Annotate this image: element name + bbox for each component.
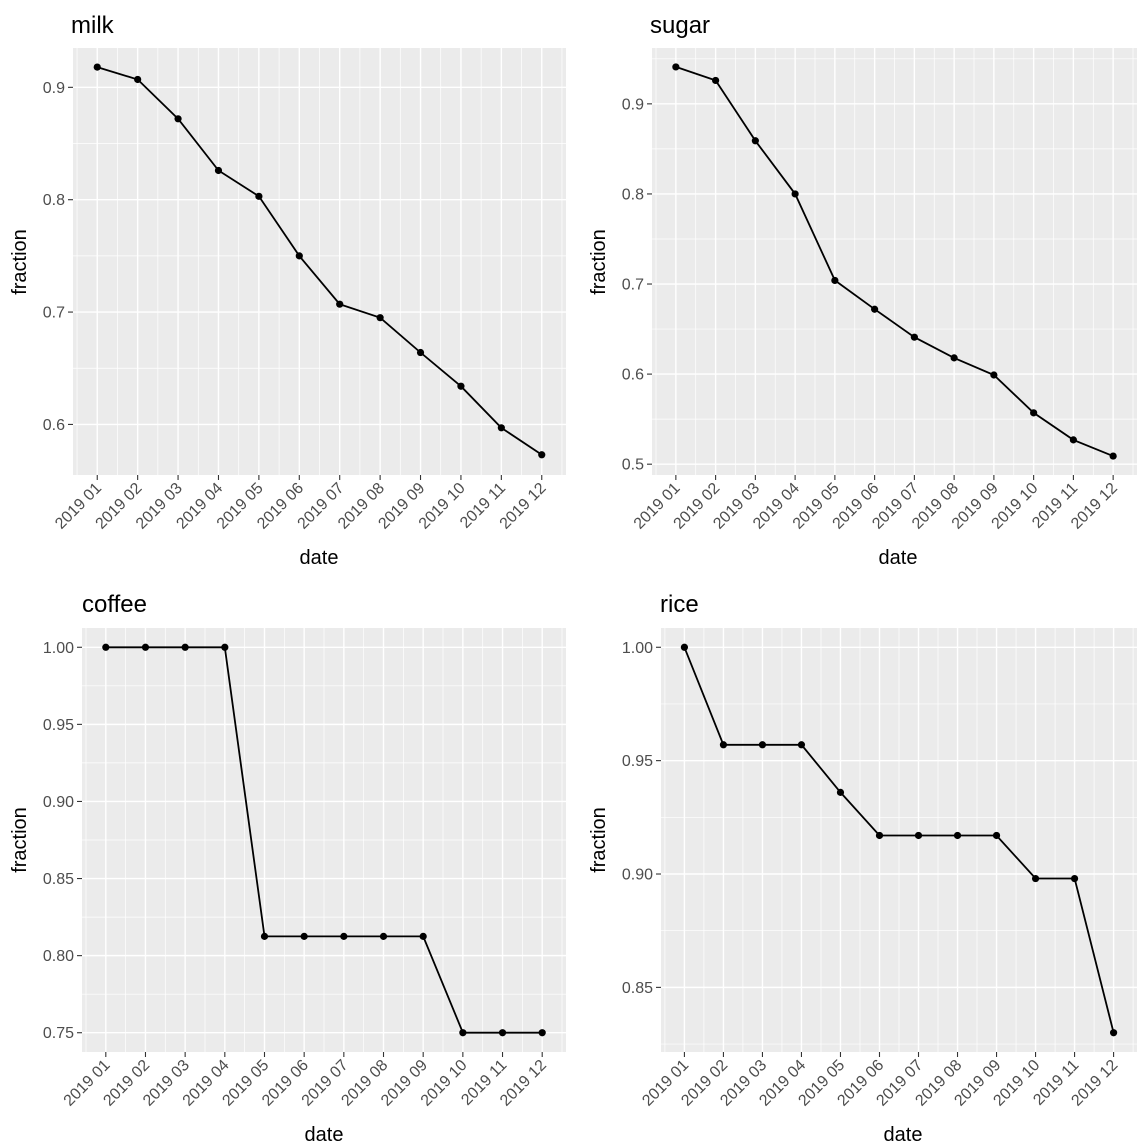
data-point	[791, 190, 799, 198]
panel-title: sugar	[650, 12, 710, 39]
data-point	[538, 451, 546, 459]
y-tick-label: 0.7	[622, 277, 644, 294]
data-point	[181, 643, 189, 651]
y-tick-label: 0.90	[622, 867, 653, 884]
data-point	[340, 932, 348, 940]
series-line	[683, 646, 1115, 1033]
data-point	[214, 166, 223, 175]
data-point	[1070, 874, 1079, 883]
y-tick-label: 0.6	[622, 367, 644, 384]
y-tick-label: 0.85	[622, 980, 653, 997]
x-axis-title: date	[305, 1124, 344, 1145]
y-tick-label: 0.80	[43, 948, 74, 965]
x-axis-title: date	[884, 1124, 923, 1145]
y-axis-title: fraction	[588, 229, 610, 295]
data-point	[953, 831, 962, 840]
y-tick-label: 0.9	[43, 80, 65, 97]
panel-title: rice	[660, 591, 699, 618]
y-tick-label: 0.8	[43, 192, 65, 209]
series-line	[675, 66, 1114, 457]
x-axis-title: date	[879, 547, 918, 569]
x-axis-title: date	[300, 547, 339, 569]
y-tick-label: 0.6	[43, 417, 65, 434]
series-line	[105, 646, 543, 1034]
data-point	[260, 932, 269, 940]
data-point	[751, 137, 759, 145]
data-point	[992, 831, 1001, 840]
data-point	[910, 333, 918, 341]
y-tick-label: 0.85	[43, 871, 74, 888]
data-point	[1031, 874, 1040, 883]
y-axis-title: fraction	[9, 807, 31, 873]
panel-title: milk	[71, 12, 115, 39]
data-point	[221, 643, 229, 651]
data-point	[174, 115, 182, 123]
data-point	[914, 831, 923, 840]
data-point	[758, 741, 767, 749]
y-axis-title: fraction	[9, 229, 31, 295]
data-point	[990, 371, 998, 379]
panel-title: coffee	[82, 591, 147, 618]
data-point	[1109, 452, 1117, 460]
y-tick-label: 0.5	[622, 457, 644, 474]
data-point	[680, 643, 689, 651]
data-point	[497, 424, 505, 432]
data-point	[102, 643, 110, 651]
data-point	[831, 276, 839, 285]
data-point	[419, 932, 427, 940]
data-point	[797, 741, 806, 749]
data-point	[538, 1029, 546, 1037]
data-point	[836, 788, 845, 796]
data-point	[875, 831, 884, 840]
data-point	[719, 741, 728, 749]
data-point	[376, 314, 384, 322]
data-point	[457, 382, 465, 390]
data-point	[712, 76, 720, 85]
y-tick-label: 1.00	[622, 640, 653, 657]
y-tick-label: 0.8	[622, 186, 644, 203]
data-point	[300, 932, 308, 940]
data-point	[141, 643, 150, 651]
data-point	[255, 192, 263, 200]
data-point	[498, 1029, 507, 1037]
y-tick-label: 0.95	[43, 717, 74, 734]
y-tick-label: 0.90	[43, 794, 74, 811]
data-point	[336, 300, 344, 308]
data-point	[871, 305, 879, 313]
data-point	[950, 354, 958, 362]
data-point	[1069, 436, 1077, 444]
y-tick-label: 0.75	[43, 1025, 74, 1042]
data-point	[134, 75, 142, 84]
data-point	[672, 63, 680, 71]
data-point	[459, 1029, 467, 1037]
data-point	[295, 252, 303, 260]
data-point	[379, 932, 388, 940]
data-point	[93, 63, 101, 71]
series-line	[96, 66, 543, 456]
data-point	[1030, 409, 1038, 417]
y-tick-label: 0.7	[43, 305, 65, 322]
data-point	[416, 348, 425, 357]
y-tick-label: 0.95	[622, 753, 653, 770]
data-point	[1109, 1029, 1118, 1037]
y-tick-label: 1.00	[43, 640, 74, 657]
y-axis-title: fraction	[588, 807, 610, 873]
y-tick-label: 0.9	[622, 96, 644, 113]
